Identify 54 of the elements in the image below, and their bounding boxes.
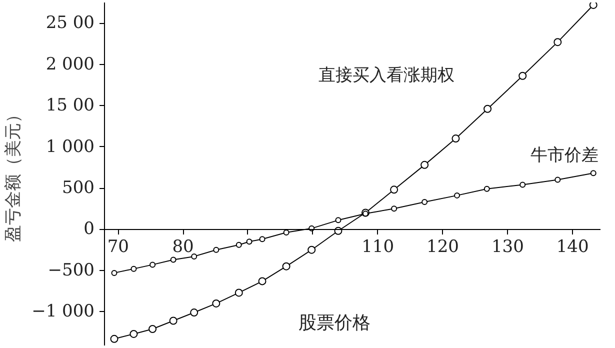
point <box>111 270 118 276</box>
point <box>191 253 198 260</box>
point <box>484 104 492 113</box>
point <box>520 182 526 188</box>
point <box>362 210 368 217</box>
point <box>130 266 137 272</box>
point <box>283 230 290 236</box>
point <box>234 288 243 297</box>
y-tick-label: −500 <box>48 260 95 280</box>
y-tick-label: 500 <box>62 178 95 198</box>
point <box>554 38 562 46</box>
x-tick-label: 140 <box>556 237 589 258</box>
y-tick-label: 0 <box>84 219 95 240</box>
point <box>391 206 398 212</box>
point <box>213 246 220 253</box>
point <box>190 308 198 317</box>
point <box>454 192 460 198</box>
point <box>308 246 316 254</box>
point <box>282 262 290 270</box>
point <box>422 199 428 206</box>
point <box>554 176 561 183</box>
y-tick-label: 1 000 <box>46 136 95 157</box>
point <box>452 134 460 143</box>
text: 直接买入看涨期权 <box>318 66 454 86</box>
point <box>589 2 598 9</box>
y-tick-label: −1 000 <box>32 302 95 322</box>
x-axis-title: 股票价格 <box>298 312 370 334</box>
point <box>130 330 138 338</box>
point <box>212 299 220 308</box>
point <box>246 238 252 245</box>
point <box>169 316 178 325</box>
x-tick-label: 80 <box>172 237 194 258</box>
point <box>236 242 242 248</box>
y-tick-label: 2 000 <box>46 54 95 74</box>
point <box>148 325 157 334</box>
point <box>590 170 596 176</box>
x-tick-label: 70 <box>107 237 129 258</box>
point <box>110 334 118 343</box>
x-tick-label: 110 <box>362 237 394 258</box>
point <box>390 186 398 194</box>
y-tick-label: 25 00 <box>46 13 95 34</box>
x-tick-label: 120 <box>426 237 459 258</box>
point <box>170 256 176 263</box>
point <box>335 217 342 224</box>
point <box>258 277 266 286</box>
y-tick-label: 15 00 <box>46 96 95 116</box>
x-tick-label: 130 <box>491 237 524 258</box>
point <box>259 236 266 242</box>
point <box>150 262 156 268</box>
point <box>484 186 490 192</box>
point <box>518 72 527 80</box>
series-label: 牛市价差 <box>530 146 598 166</box>
point <box>420 160 429 169</box>
y-axis-title: 盈亏金额（美元） <box>4 106 24 242</box>
